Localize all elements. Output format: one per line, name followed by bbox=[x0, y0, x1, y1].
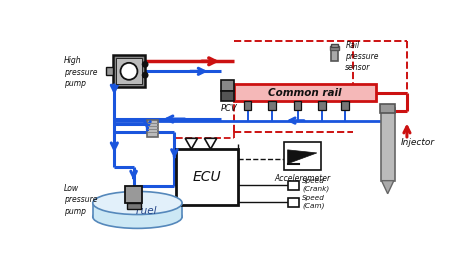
Bar bbox=[341, 101, 349, 110]
Bar bbox=[116, 58, 142, 84]
Circle shape bbox=[143, 72, 148, 78]
Text: PCV: PCV bbox=[220, 104, 237, 113]
Bar bbox=[381, 108, 395, 181]
Bar bbox=[220, 80, 234, 91]
Bar bbox=[113, 55, 145, 88]
Text: Low
pressure
pump: Low pressure pump bbox=[64, 184, 98, 215]
Bar bbox=[127, 203, 140, 209]
Bar bbox=[288, 198, 299, 207]
Bar bbox=[380, 104, 395, 113]
Polygon shape bbox=[288, 150, 317, 164]
Text: Speed
(Crank): Speed (Crank) bbox=[302, 178, 329, 192]
Bar bbox=[330, 46, 339, 50]
Bar bbox=[319, 101, 326, 110]
Text: Injector: Injector bbox=[401, 138, 435, 147]
Bar bbox=[220, 91, 234, 101]
Bar bbox=[93, 203, 182, 217]
Text: Fuel: Fuel bbox=[136, 206, 157, 217]
Bar bbox=[331, 48, 337, 61]
Text: Common rail: Common rail bbox=[268, 88, 342, 98]
Ellipse shape bbox=[93, 191, 182, 214]
Bar bbox=[284, 142, 321, 170]
Bar bbox=[331, 44, 338, 48]
Text: High
pressure
pump: High pressure pump bbox=[64, 57, 98, 88]
Text: Speed
(Cam): Speed (Cam) bbox=[302, 195, 325, 209]
Text: ECU: ECU bbox=[192, 170, 221, 184]
Text: Rail
pressure
sensor: Rail pressure sensor bbox=[346, 41, 379, 72]
Bar bbox=[176, 149, 237, 205]
Bar bbox=[288, 181, 299, 190]
Circle shape bbox=[120, 63, 137, 80]
Polygon shape bbox=[185, 138, 198, 149]
Polygon shape bbox=[204, 138, 217, 149]
Polygon shape bbox=[382, 181, 394, 194]
Circle shape bbox=[143, 62, 148, 67]
Bar bbox=[106, 68, 113, 75]
Bar bbox=[234, 84, 376, 101]
Bar bbox=[244, 101, 251, 110]
Bar bbox=[294, 101, 301, 110]
Bar bbox=[147, 120, 158, 137]
Ellipse shape bbox=[93, 205, 182, 228]
Bar bbox=[268, 101, 276, 110]
Bar bbox=[125, 186, 142, 203]
Text: Accelerometer: Accelerometer bbox=[274, 174, 330, 183]
